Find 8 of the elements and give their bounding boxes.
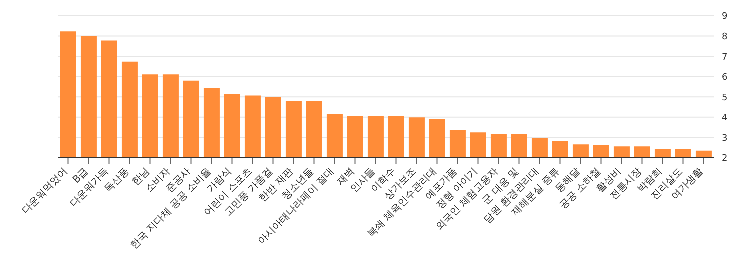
y-tick-label: 6	[722, 73, 728, 84]
y-tick-label: 3	[722, 134, 728, 144]
y-tick-label: 5	[722, 93, 728, 104]
y-tick-label: 8	[722, 32, 728, 42]
y-tick-label: 4	[722, 114, 728, 124]
y-tick-label: 7	[722, 52, 728, 63]
y-tick-label: 2	[722, 154, 728, 164]
y-tick-label: 9	[722, 12, 728, 22]
